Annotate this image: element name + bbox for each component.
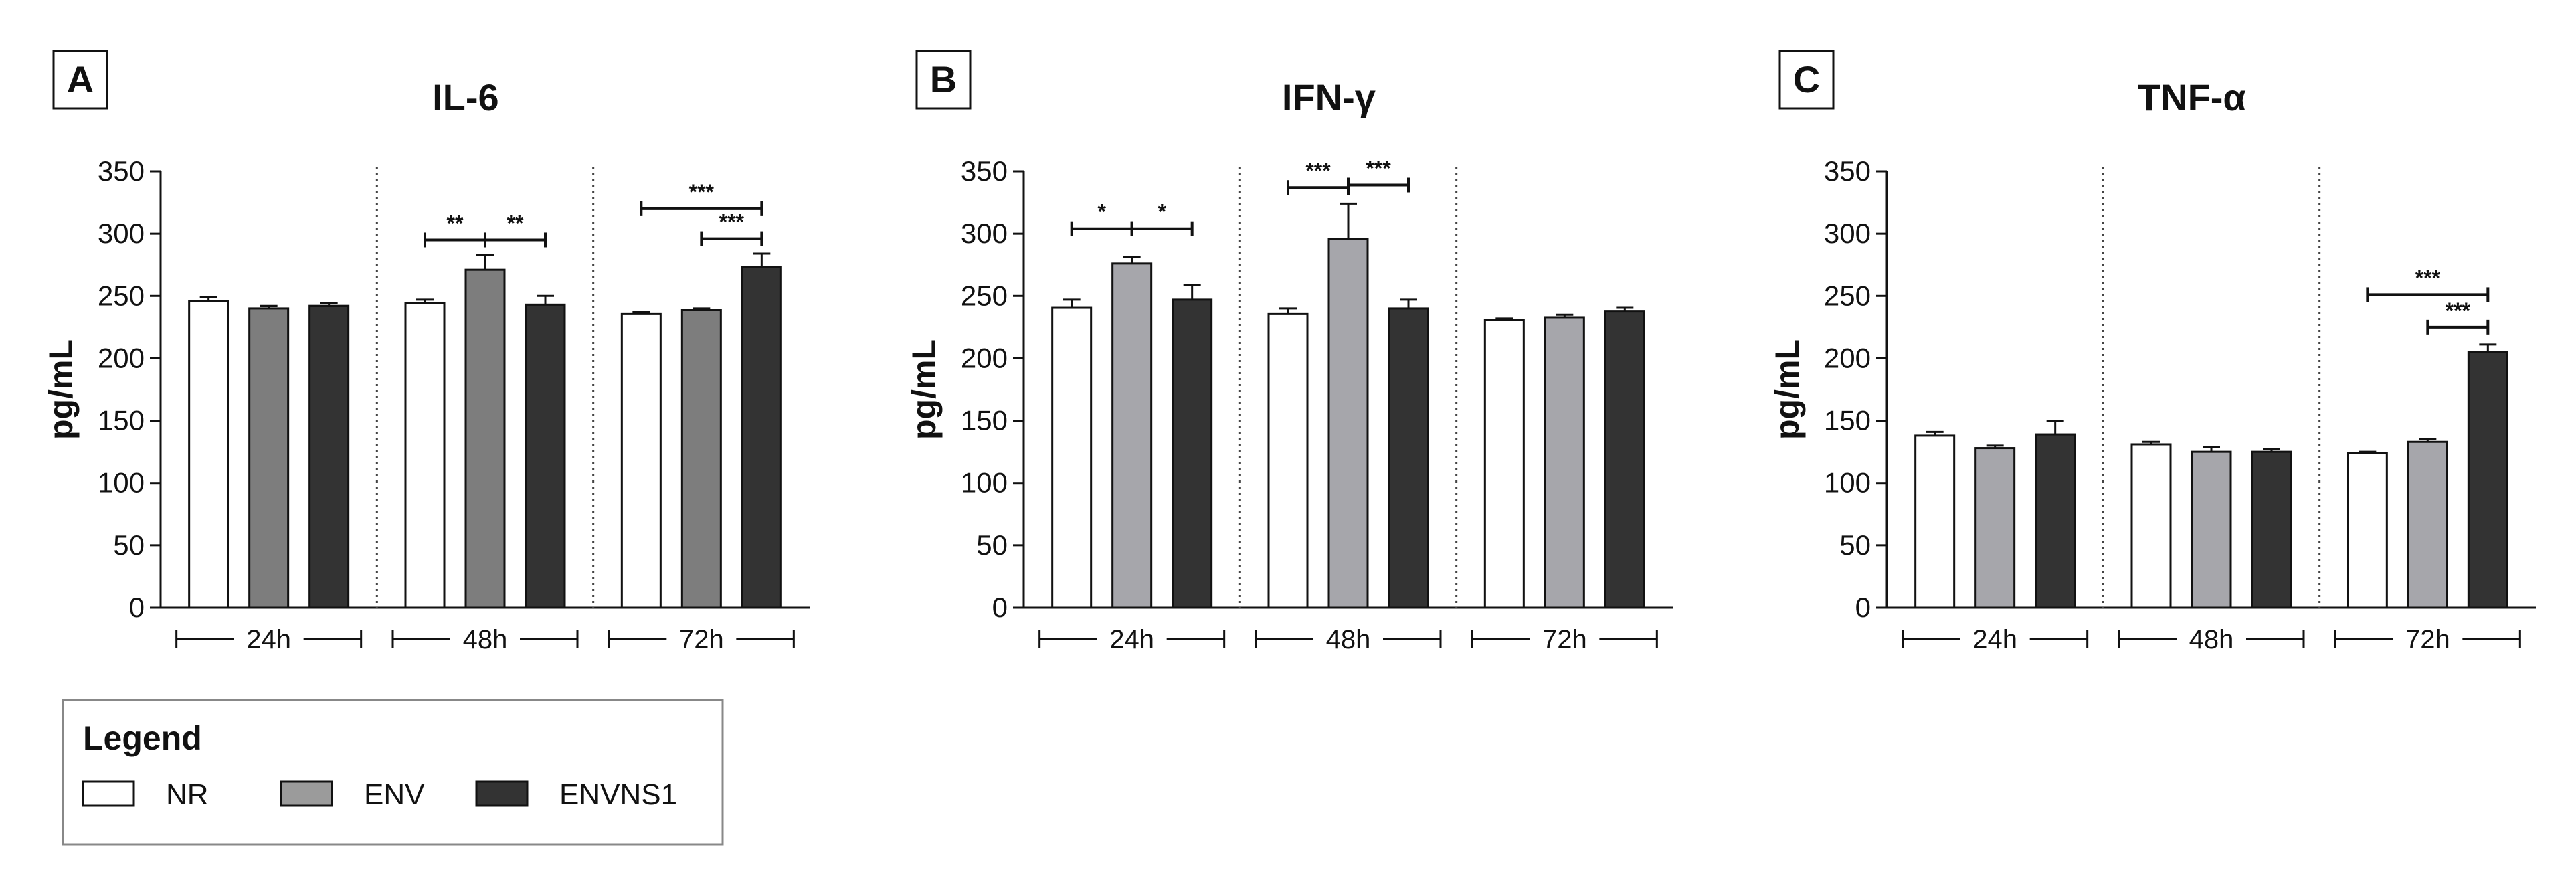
y-axis-label: pg/mL [905,339,943,440]
y-tick-label: 350 [98,155,145,187]
bar-envns1 [2035,433,2076,609]
bar-nr [2347,452,2388,609]
legend-items: NR ENV ENVNS1 [82,778,677,811]
bar-nr [404,302,446,609]
legend-swatch-nr [82,780,135,807]
bar-env [1111,262,1153,609]
bar-env [1327,238,1369,609]
group-label: 24h [1109,625,1154,654]
panel-letter: B [930,58,957,100]
y-tick-label: 0 [129,592,145,623]
chart-title: TNF-α [2138,76,2246,118]
bar-envns1 [525,303,566,609]
panel-letter-box [915,50,972,110]
legend-label-envns1: ENVNS1 [559,778,677,811]
bar-nr [2130,443,2172,609]
y-tick-label: 300 [1824,217,1871,249]
bar-envns1 [1604,310,1645,609]
significance-label: *** [1366,156,1391,180]
bar-envns1 [1388,307,1429,609]
y-tick-label: 250 [1824,280,1871,311]
bar-envns1 [2251,450,2292,609]
legend-label-env: ENV [364,778,425,811]
significance-label: *** [1305,159,1331,183]
bar-env [1544,316,1585,609]
y-tick-label: 150 [1824,405,1871,436]
group-label: 48h [1326,625,1371,654]
significance-label: ** [447,211,464,235]
y-tick-label: 300 [961,217,1008,249]
significance-label: ** [507,211,524,235]
y-tick-label: 200 [1824,342,1871,373]
y-tick-label: 200 [98,342,145,373]
bar-env [2407,440,2448,609]
group-label: 48h [463,625,508,654]
legend-box [62,699,724,846]
y-tick-label: 50 [976,529,1008,561]
legend-label-nr: NR [166,778,209,811]
y-tick-label: 150 [961,405,1008,436]
significance-label: *** [2446,298,2471,323]
bar-nr [620,312,662,609]
y-tick-label: 350 [961,155,1008,187]
bar-envns1 [741,266,782,609]
y-tick-label: 100 [98,467,145,499]
bar-nr [1914,434,1956,609]
group-label: 72h [2405,625,2450,654]
bar-env [464,268,506,609]
y-tick-label: 200 [961,342,1008,373]
group-label: 24h [1972,625,2017,654]
bar-env [248,307,290,609]
bar-envns1 [2467,351,2508,609]
y-tick-label: 250 [98,280,145,311]
group-label: 48h [2189,625,2234,654]
bar-envns1 [308,304,350,609]
y-tick-label: 0 [992,592,1008,623]
panel-letter: C [1793,58,1820,100]
bar-env [680,309,722,609]
significance-label: *** [719,210,745,234]
group-label: 72h [1542,625,1587,654]
chart-panel-c: C TNF-α 0 50 100 150 200 250 300 350 pg/mL 24h 48h 72… [1768,50,2536,654]
bar-env [1974,447,2016,609]
significance-label: * [1097,200,1106,224]
panel-letter-box [1778,50,1835,110]
y-tick-label: 100 [1824,467,1871,499]
chart-panels: A IL-6 0 50 100 150 200 250 300 350 pg/mL 24h 48h 72h… [42,50,2536,654]
legend-swatch-envns1 [475,780,529,807]
legend-title: Legend [83,719,202,757]
y-tick-label: 100 [961,467,1008,499]
y-tick-label: 50 [113,529,145,561]
panel-letter: A [67,58,94,100]
chart-panel-a: A IL-6 0 50 100 150 200 250 300 350 pg/mL 24h 48h 72h… [42,50,810,654]
y-tick-label: 300 [98,217,145,249]
chart-title: IL-6 [432,76,499,118]
group-label: 24h [246,625,291,654]
chart-title: IFN-γ [1282,76,1376,118]
significance-label: *** [2415,266,2441,290]
significance-label: * [1158,200,1166,224]
legend-swatch-env [280,780,333,807]
y-axis-label: pg/mL [1768,339,1806,440]
y-tick-label: 250 [961,280,1008,311]
y-axis-label: pg/mL [42,339,80,440]
panel-letter-box [52,50,108,110]
y-tick-label: 50 [1839,529,1871,561]
bar-nr [188,300,229,609]
bar-nr [1267,312,1309,609]
bar-env [2191,450,2232,609]
chart-panel-b: B IFN-γ 0 50 100 150 200 250 300 350 pg/mL 24h 48h 72… [905,50,1673,654]
bar-nr [1483,319,1525,609]
bar-nr [1051,306,1093,609]
group-label: 72h [679,625,724,654]
legend: Legend NR ENV ENVNS1 [62,699,724,846]
significance-label: *** [689,180,715,204]
y-tick-label: 150 [98,405,145,436]
y-tick-label: 350 [1824,155,1871,187]
bar-envns1 [1172,298,1213,609]
y-tick-label: 0 [1855,592,1871,623]
